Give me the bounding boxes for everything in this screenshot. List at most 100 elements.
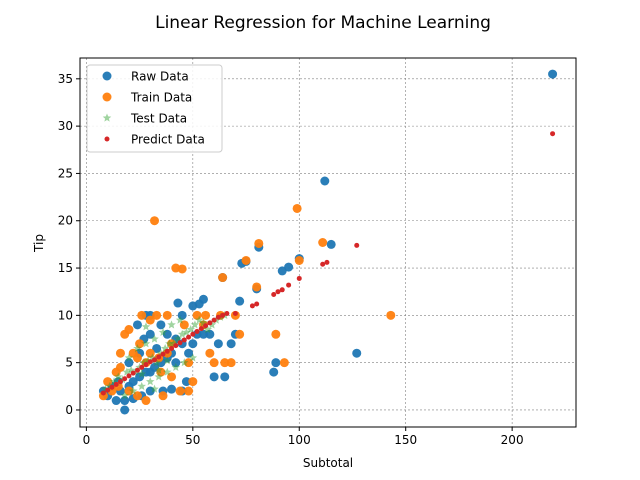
data-point	[143, 362, 149, 368]
legend-label: Train Data	[130, 91, 192, 105]
data-point	[184, 348, 194, 358]
data-point	[177, 310, 187, 320]
x-axis-label: Subtotal	[303, 456, 353, 470]
data-point	[271, 329, 281, 339]
y-tick-label: 20	[58, 214, 73, 228]
data-point	[162, 329, 172, 339]
data-point	[194, 328, 200, 334]
data-point	[179, 320, 189, 330]
data-point	[158, 327, 168, 337]
data-point	[120, 405, 130, 415]
data-point	[150, 334, 159, 343]
data-point	[167, 320, 176, 329]
data-point	[135, 372, 145, 382]
data-point	[167, 372, 177, 382]
data-point	[186, 325, 195, 334]
data-point	[213, 339, 223, 349]
data-point	[220, 358, 230, 368]
data-point	[211, 317, 217, 323]
data-point	[254, 301, 260, 307]
data-point	[271, 358, 281, 368]
data-point	[235, 296, 245, 306]
data-point	[220, 312, 226, 318]
data-point	[286, 282, 292, 288]
data-point	[192, 310, 202, 320]
data-point	[137, 381, 147, 390]
data-point	[169, 345, 175, 351]
data-point	[201, 310, 211, 320]
data-point	[100, 390, 106, 396]
data-point	[320, 261, 326, 267]
y-tick-label: 10	[58, 308, 73, 322]
data-point	[147, 359, 153, 365]
y-tick-label: 15	[58, 261, 73, 275]
data-point	[249, 303, 255, 309]
x-axis-ticks: 0 50 100 150 200	[83, 427, 524, 447]
data-point	[235, 329, 245, 339]
data-point	[279, 287, 285, 293]
data-point	[152, 358, 161, 367]
data-point	[115, 348, 125, 358]
data-point	[209, 358, 219, 368]
data-point	[318, 238, 328, 247]
data-point	[175, 386, 185, 396]
data-point	[111, 396, 121, 406]
data-point	[203, 323, 209, 329]
data-point	[190, 320, 200, 329]
plot-frame	[79, 57, 577, 428]
chart-title: Linear Regression for Machine Learning	[155, 13, 491, 33]
data-point	[205, 329, 215, 339]
legend-marker	[102, 113, 112, 122]
data-point	[184, 358, 194, 368]
data-point	[145, 386, 155, 396]
y-tick-label: 5	[65, 356, 73, 370]
y-axis-ticks: 0 5 10 15 20 25 30 35	[58, 72, 80, 417]
data-point	[175, 315, 185, 324]
data-point	[137, 310, 147, 320]
data-point	[113, 381, 119, 387]
legend-label: Test Data	[130, 112, 187, 126]
data-point	[550, 131, 556, 137]
data-point	[188, 377, 198, 387]
data-point	[150, 384, 159, 393]
data-point	[145, 329, 155, 339]
data-point	[352, 348, 362, 358]
data-point	[120, 391, 129, 400]
data-point	[181, 377, 191, 387]
data-point	[232, 310, 238, 316]
data-point	[124, 386, 134, 396]
y-tick-label: 30	[58, 119, 73, 133]
data-point	[124, 353, 134, 362]
legend-marker	[104, 136, 110, 142]
data-point	[171, 358, 181, 368]
data-point	[117, 379, 123, 385]
data-point	[145, 315, 155, 325]
data-point	[163, 367, 172, 376]
x-tick-label: 200	[501, 433, 524, 447]
data-point	[548, 69, 558, 79]
data-point	[124, 325, 134, 335]
data-point	[171, 362, 181, 372]
data-point	[173, 343, 179, 349]
data-point	[203, 325, 213, 334]
data-point	[167, 384, 177, 394]
data-point	[194, 315, 204, 324]
data-point	[103, 377, 113, 387]
data-point	[205, 348, 215, 358]
data-point	[271, 292, 277, 298]
data-point	[292, 203, 302, 213]
data-point	[132, 391, 142, 401]
legend-label: Predict Data	[131, 133, 205, 147]
y-tick-label: 25	[58, 166, 73, 180]
data-point	[158, 391, 168, 401]
data-point	[386, 310, 396, 320]
data-point	[279, 358, 289, 368]
data-point	[177, 340, 183, 346]
data-point	[156, 367, 166, 377]
grid	[80, 58, 576, 427]
y-tick-label: 0	[65, 403, 73, 417]
data-point	[156, 320, 166, 330]
data-point	[135, 339, 145, 349]
data-point	[134, 367, 140, 373]
data-point	[114, 372, 123, 381]
